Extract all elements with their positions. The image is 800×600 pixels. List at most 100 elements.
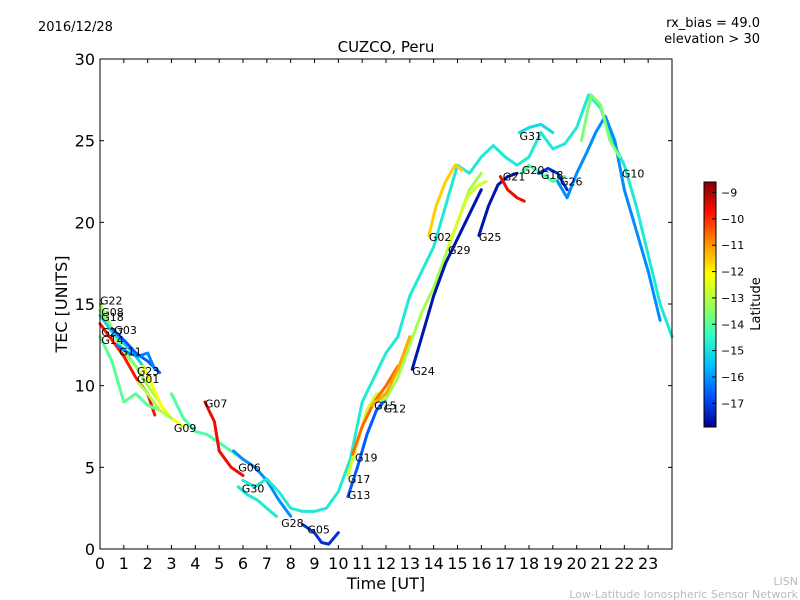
x-tick-label: 3	[166, 554, 176, 573]
sat-label-g14: G14	[101, 334, 124, 347]
sat-label-g25: G25	[479, 231, 502, 244]
sat-label-g27: G27	[101, 326, 124, 339]
sat-label-g11: G11	[119, 345, 142, 358]
sat-label-g03: G03	[114, 324, 137, 337]
x-tick-label: 15	[447, 554, 467, 573]
credit-network: Low-Latitude Ionospheric Sensor Network	[569, 588, 798, 600]
sat-label-g30: G30	[242, 483, 265, 496]
series-g07	[203, 400, 245, 477]
series-g01	[136, 380, 173, 420]
colorbar-tick-label: −9	[721, 187, 737, 200]
x-axis: 0 1 2 3 4 5 6 7 8 9 10 11 12 13 14 15 16 17 18 19 20 21 22 23	[95, 59, 658, 573]
sat-label-g08: G08	[101, 306, 124, 319]
date-label: 2016/12/28	[38, 20, 113, 35]
sat-label-g01: G01	[137, 373, 160, 386]
x-tick-label: 13	[400, 554, 420, 573]
colorbar-label: Latitude	[749, 277, 764, 331]
sat-label-g29: G29	[448, 244, 471, 257]
y-axis-label: TEC [UNITS]	[52, 256, 71, 354]
y-axis: 0 5 10 15 20 25 30	[75, 50, 672, 559]
series-g31	[518, 122, 555, 134]
sat-label-g31: G31	[520, 130, 543, 143]
x-tick-label: 20	[566, 554, 586, 573]
x-tick-label: 10	[328, 554, 348, 573]
colorbar-tick-label: −13	[721, 292, 744, 305]
elevation-label: elevation > 30	[664, 32, 760, 47]
y-tick-label: 20	[75, 213, 95, 232]
sat-label-g15: G15	[374, 399, 397, 412]
y-tick-label: 15	[75, 295, 95, 314]
y-tick-label: 25	[75, 132, 95, 151]
x-tick-label: 7	[262, 554, 272, 573]
colorbar-tick-label: −11	[721, 239, 744, 252]
x-tick-label: 1	[119, 554, 129, 573]
plot-frame	[99, 58, 673, 550]
series-g13	[346, 397, 388, 499]
x-tick-label: 18	[519, 554, 539, 573]
colorbar-ticks: −9 −10 −11 −12 −13 −14 −15 −16 −17	[712, 187, 744, 410]
sat-label-g18: G18	[101, 311, 124, 324]
x-tick-label: 0	[95, 554, 105, 573]
x-tick-label: 12	[376, 554, 396, 573]
series-g23	[141, 364, 185, 428]
x-tick-label: 23	[638, 554, 658, 573]
sat-label-g23: G23	[137, 365, 160, 378]
sat-label-g09: G09	[174, 422, 197, 435]
series-g06	[232, 449, 293, 518]
x-tick-label: 19	[543, 554, 563, 573]
sat-label-g21: G21	[503, 171, 526, 184]
sat-label-g13: G13	[348, 489, 371, 502]
sat-label-g28: G28	[281, 517, 304, 530]
series-g21	[498, 175, 526, 203]
x-tick-label: 14	[423, 554, 443, 573]
series-g24	[410, 188, 483, 371]
x-tick-label: 6	[238, 554, 248, 573]
sat-label-g18: G18	[541, 169, 564, 182]
series-g28	[241, 93, 674, 513]
series-g29	[446, 180, 488, 249]
sat-label-g24: G24	[412, 365, 435, 378]
series-g14	[98, 335, 162, 412]
colorbar-tick-label: −17	[721, 397, 744, 410]
sat-label-g07: G07	[205, 398, 228, 411]
series-g15	[370, 335, 412, 407]
x-axis-label: Time [UT]	[346, 574, 425, 593]
y-tick-label: 5	[85, 458, 95, 477]
rx-bias-label: rx_bias = 49.0	[666, 16, 760, 31]
sat-label-g10: G10	[622, 167, 645, 180]
series-g30	[236, 485, 278, 518]
sat-label-g12: G12	[384, 403, 407, 416]
plot-series	[98, 93, 674, 546]
colorbar-tick-label: −10	[721, 213, 744, 226]
y-tick-label: 10	[75, 377, 95, 396]
sat-label-g22: G22	[100, 295, 123, 308]
y-tick-label: 30	[75, 50, 95, 69]
x-tick-label: 2	[143, 554, 153, 573]
series-g18	[98, 313, 147, 371]
x-tick-label: 16	[471, 554, 491, 573]
series-g26	[556, 114, 662, 322]
series-g11	[115, 343, 157, 371]
sat-label-g20: G20	[522, 164, 545, 177]
x-tick-label: 21	[590, 554, 610, 573]
sat-label-g26: G26	[560, 176, 583, 189]
colorbar-tick-label: −12	[721, 266, 744, 279]
x-tick-label: 22	[614, 554, 634, 573]
series-g02	[427, 163, 464, 237]
x-tick-label: 11	[352, 554, 372, 573]
sat-label-g02: G02	[429, 231, 452, 244]
sat-label-g17: G17	[348, 473, 371, 486]
x-tick-label: 5	[214, 554, 224, 573]
x-tick-label: 9	[309, 554, 319, 573]
y-tick-label: 0	[85, 540, 95, 559]
series-g09	[170, 392, 245, 461]
colorbar-tick-label: −14	[721, 318, 744, 331]
sat-label-g06: G06	[238, 461, 261, 474]
satellite-labels: G22G08G18G03G27G14G11G23G01G09G07G06G30G…	[100, 130, 644, 537]
x-tick-label: 8	[286, 554, 296, 573]
series-g25	[477, 171, 519, 237]
series-g18	[537, 166, 569, 192]
series-g05	[301, 523, 340, 546]
colorbar-tick-label: −15	[721, 345, 744, 358]
